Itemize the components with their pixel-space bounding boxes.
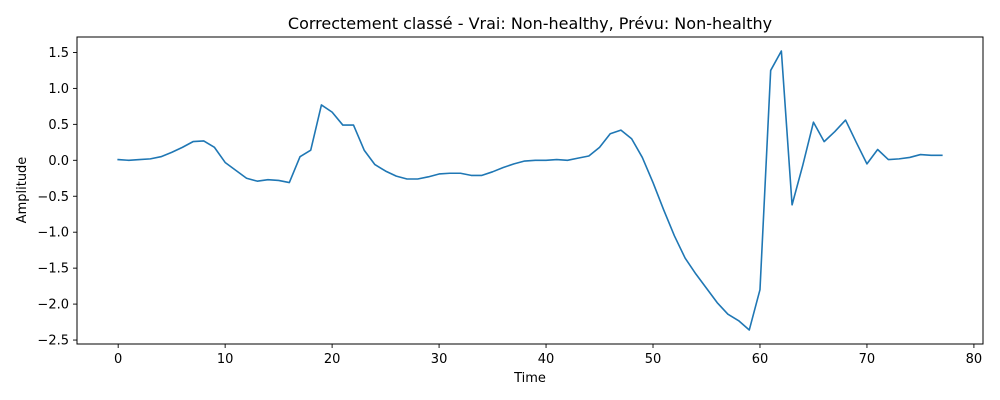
y-tick-label: −1.5 [37,262,69,277]
x-tick-label: 70 [859,352,876,367]
x-axis-ticks: 0 10 20 30 40 50 60 70 80 [114,344,982,367]
y-tick-label: 1.0 [48,82,69,97]
x-axis-label: Time [513,371,546,386]
plot-content [117,50,943,331]
y-tick-label: −0.5 [37,190,69,205]
plot-frame [76,36,984,345]
x-tick-label: 30 [431,352,448,367]
x-tick-label: 40 [538,352,555,367]
y-tick-label: 0.0 [48,154,69,169]
x-tick-label: 80 [966,352,983,367]
chart-title: Correctement classé - Vrai: Non-healthy,… [288,14,772,33]
x-tick-label: 0 [114,352,122,367]
y-tick-label: 1.5 [48,46,69,61]
x-tick-label: 20 [324,352,341,367]
series-line-1 [117,50,943,331]
x-tick-label: 60 [752,352,769,367]
y-tick-label: −2.0 [37,298,69,313]
plot-area [77,37,983,344]
x-tick-label: 50 [645,352,662,367]
y-tick-label: −1.0 [37,226,69,241]
y-axis-label: Amplitude [15,157,30,224]
y-tick-label: 0.5 [48,118,69,133]
x-tick-label: 10 [217,352,234,367]
y-tick-label: −2.5 [37,334,69,349]
y-axis-ticks: −2.5 −2.0 −1.5 −1.0 −0.5 0.0 0.5 1.0 1.5 [37,46,77,349]
